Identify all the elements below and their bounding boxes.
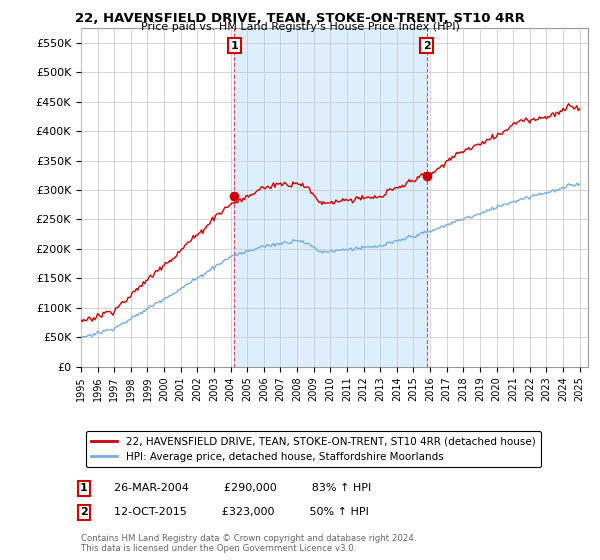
Text: 1: 1 — [80, 483, 88, 493]
Text: Contains HM Land Registry data © Crown copyright and database right 2024.
This d: Contains HM Land Registry data © Crown c… — [81, 534, 416, 553]
Text: 12-OCT-2015          £323,000          50% ↑ HPI: 12-OCT-2015 £323,000 50% ↑ HPI — [114, 507, 369, 517]
Text: Price paid vs. HM Land Registry's House Price Index (HPI): Price paid vs. HM Land Registry's House … — [140, 22, 460, 32]
Text: 2: 2 — [80, 507, 88, 517]
Text: 1: 1 — [230, 41, 238, 50]
Legend: 22, HAVENSFIELD DRIVE, TEAN, STOKE-ON-TRENT, ST10 4RR (detached house), HPI: Ave: 22, HAVENSFIELD DRIVE, TEAN, STOKE-ON-TR… — [86, 431, 541, 467]
Text: 26-MAR-2004          £290,000          83% ↑ HPI: 26-MAR-2004 £290,000 83% ↑ HPI — [114, 483, 371, 493]
Text: 22, HAVENSFIELD DRIVE, TEAN, STOKE-ON-TRENT, ST10 4RR: 22, HAVENSFIELD DRIVE, TEAN, STOKE-ON-TR… — [75, 12, 525, 25]
Bar — [235, 28, 427, 367]
Text: 2: 2 — [423, 41, 430, 50]
